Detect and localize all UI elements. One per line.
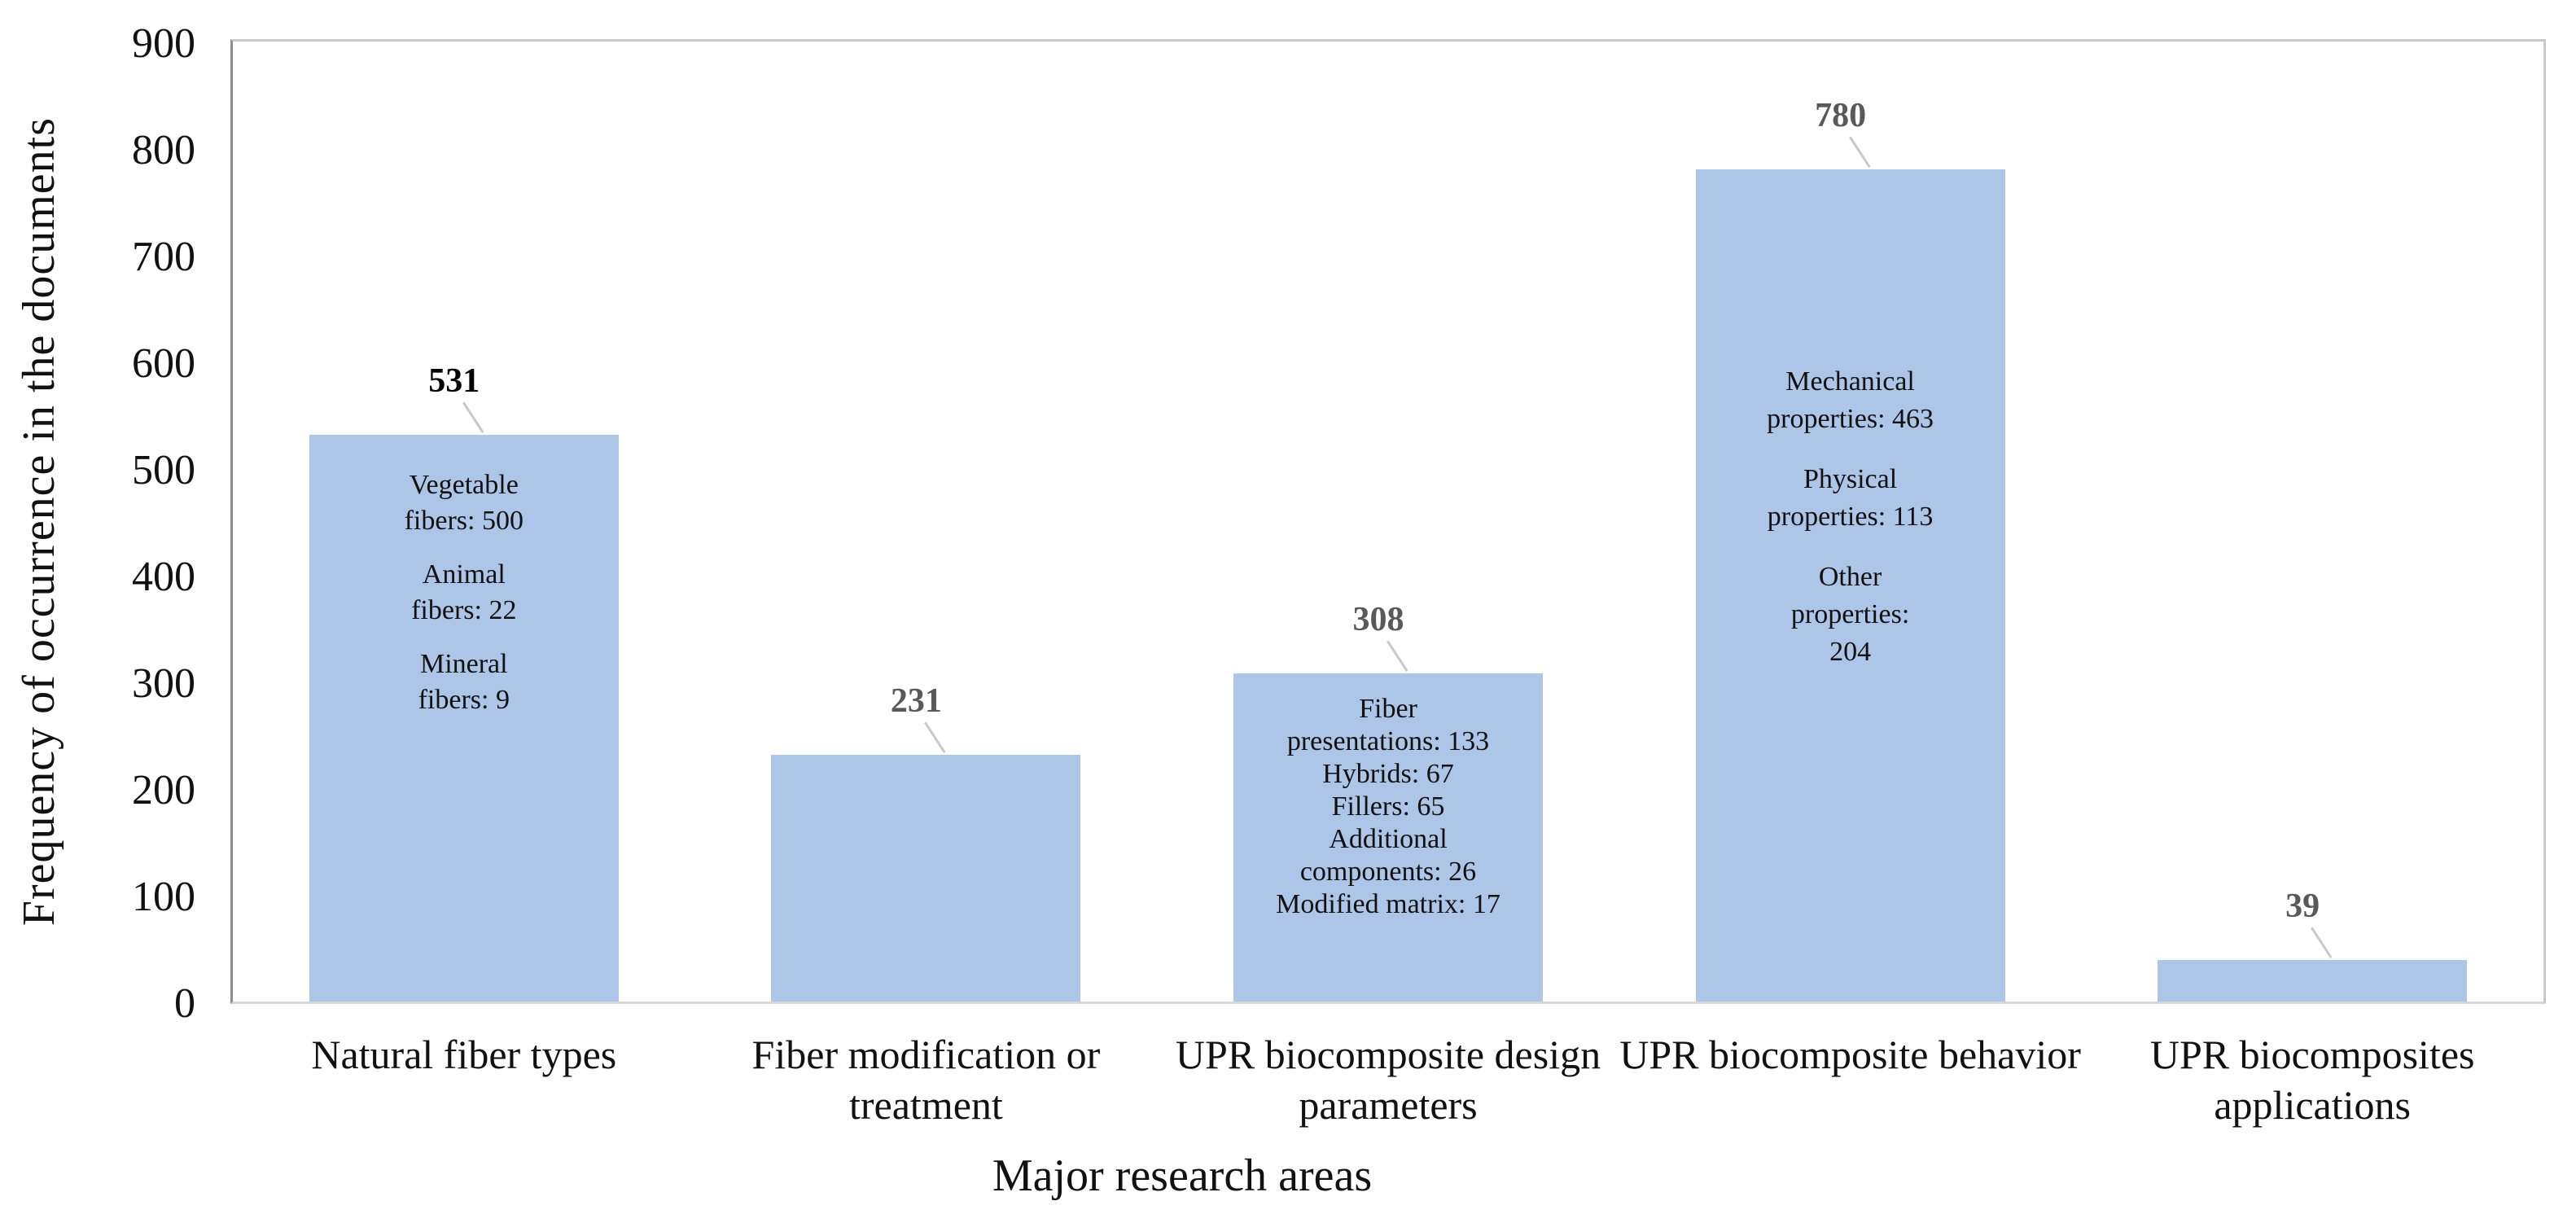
annotation-paragraph: Other properties: 204 <box>1790 562 1910 668</box>
bar-value-label: 39 <box>2285 887 2320 925</box>
bar-annotation: Fiber presentations: 133 Hybrids: 67 Filler… <box>1233 693 1543 921</box>
x-axis-category-label: Fiber modification or treatment <box>751 1032 1101 1128</box>
bar-group: 39 UPR biocomposites applications <box>2081 42 2543 1128</box>
y-axis-tick-label: 200 <box>132 767 195 813</box>
leader-line <box>462 401 484 434</box>
x-axis-title: Major research areas <box>992 1151 1373 1201</box>
y-axis-tick-labels: 0 100 200 300 400 500 600 700 800 900 <box>0 20 195 1027</box>
bar-value-label: 531 <box>428 362 480 401</box>
leader-line <box>1848 136 1871 169</box>
y-axis-tick-label: 300 <box>132 660 195 707</box>
bar: Mechanical properties: 463 Physical propert… <box>1695 169 2005 1002</box>
bar-group: 231 Fiber modification or treatment <box>695 42 1158 1128</box>
bar: Vegetable fibers: 500 Animal fibers: 22 Mine… <box>309 435 619 1002</box>
y-axis-tick-label: 600 <box>132 340 195 387</box>
x-axis-category-label: UPR biocomposite design parameters <box>1175 1032 1601 1128</box>
y-axis-tick-label: 900 <box>132 20 195 67</box>
leader-line <box>924 721 946 754</box>
y-axis-tick-label: 700 <box>132 234 195 280</box>
bar-group: Mechanical properties: 463 Physical propert… <box>1619 42 2082 1077</box>
leader-line <box>1387 639 1408 672</box>
y-axis-tick-label: 100 <box>132 874 195 920</box>
y-axis-tick-label: 0 <box>174 980 195 1027</box>
x-axis-category-label: UPR biocomposites applications <box>2149 1032 2475 1128</box>
bar-value-label: 780 <box>1815 97 1867 135</box>
y-axis-tick-label: 400 <box>132 554 195 600</box>
plot-area: Vegetable fibers: 500 Animal fibers: 22 Mine… <box>230 39 2546 1128</box>
bar <box>771 755 1081 1002</box>
bar-group: Fiber presentations: 133 Hybrids: 67 Filler… <box>1157 42 1619 1128</box>
y-axis-tick-label: 800 <box>132 127 195 173</box>
bar-value-label: 308 <box>1352 600 1404 638</box>
bar-value-label: 231 <box>890 682 942 721</box>
annotation-paragraph: Animal fibers: 22 <box>411 559 517 626</box>
bar: Fiber presentations: 133 Hybrids: 67 Filler… <box>1233 673 1543 1002</box>
bar-annotation: Vegetable fibers: 500 Animal fibers: 22 Mine… <box>309 467 619 718</box>
y-axis-tick-label: 500 <box>132 447 195 493</box>
annotation-paragraph: Mineral fibers: 9 <box>418 649 510 716</box>
annotation-paragraph: Mechanical properties: 463 <box>1767 366 1934 435</box>
annotation-paragraph: Fiber presentations: 133 Hybrids: 67 Filler… <box>1276 693 1500 919</box>
x-axis-category-label: UPR biocomposite behavior <box>1619 1032 2081 1077</box>
bar-annotation: Mechanical properties: 463 Physical propert… <box>1696 363 2005 694</box>
annotation-paragraph: Physical properties: 113 <box>1767 464 1934 533</box>
annotation-paragraph: Vegetable fibers: 500 <box>404 470 524 537</box>
bar-group: Vegetable fibers: 500 Animal fibers: 22 Mine… <box>233 42 695 1077</box>
x-axis-category-label: Natural fiber types <box>311 1032 617 1077</box>
bar <box>2158 959 2468 1002</box>
leader-line <box>2311 927 2333 958</box>
